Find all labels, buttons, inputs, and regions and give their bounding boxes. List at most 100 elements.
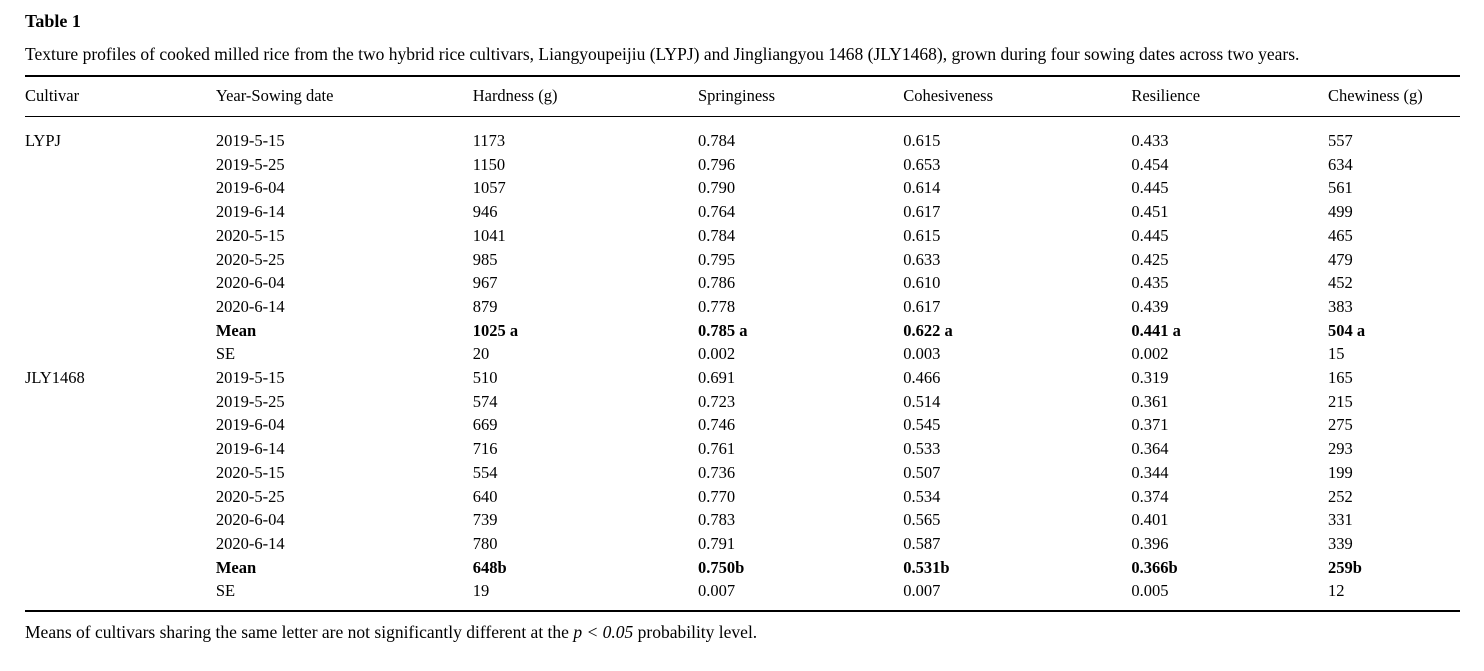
table-cell-springiness: 0.796 bbox=[697, 154, 736, 174]
table-cell-resilience: 0.445 bbox=[1131, 178, 1169, 198]
table-cell-year-sowing-date: 2020-5-25 bbox=[215, 249, 285, 269]
table-cell-cohesiveness: 0.507 bbox=[903, 462, 941, 482]
table-cell-hardness: 1150 bbox=[472, 154, 506, 174]
table-cell-hardness: 1057 bbox=[472, 178, 506, 198]
table-cell-resilience: 0.364 bbox=[1131, 439, 1169, 459]
table-title: Table 1 bbox=[25, 11, 81, 31]
table-cell-cultivar bbox=[25, 319, 216, 343]
table-cell-cultivar bbox=[25, 295, 216, 319]
table-cell-cohesiveness: 0.003 bbox=[903, 344, 941, 364]
footnote-text-before: Means of cultivars sharing the same lett… bbox=[25, 622, 574, 643]
table-cell-resilience: 0.439 bbox=[1131, 296, 1169, 316]
table-cell-chewiness: 293 bbox=[1327, 439, 1353, 459]
table-cell-year-sowing-date: 2019-6-04 bbox=[215, 178, 285, 198]
table-cell-hardness: 780 bbox=[472, 533, 498, 553]
table-cell-chewiness: 215 bbox=[1327, 391, 1353, 411]
table-cell-cultivar bbox=[25, 248, 216, 272]
table-cell-springiness: 0.691 bbox=[697, 368, 736, 388]
column-header-chewiness: Chewiness (g) bbox=[1327, 76, 1460, 117]
table-cell-resilience: 0.425 bbox=[1131, 249, 1169, 269]
table-row: 2019-5-25 574 0.723 0.514 0.361 215 bbox=[25, 390, 1460, 414]
table-cell-springiness: 0.791 bbox=[697, 533, 736, 553]
table-cell-hardness: 20 bbox=[472, 344, 490, 364]
table-cell-chewiness: 12 bbox=[1327, 581, 1345, 601]
table-cell-cultivar bbox=[25, 508, 216, 532]
table-row: JLY1468 2019-5-15 510 0.691 0.466 0.319 165 bbox=[25, 366, 1460, 390]
column-header-springiness: Springiness bbox=[697, 76, 904, 117]
table-cell-cultivar bbox=[25, 461, 216, 485]
table-cell-year-sowing-date: 2019-5-15 bbox=[215, 131, 285, 150]
table-cell-springiness: 0.783 bbox=[697, 510, 736, 530]
table-cell-hardness: 640 bbox=[472, 486, 498, 506]
table-cell-chewiness: 504 a bbox=[1327, 320, 1366, 340]
table-cell-resilience: 0.396 bbox=[1131, 533, 1169, 553]
table-cell-cultivar bbox=[25, 271, 216, 295]
table-cell-resilience: 0.441 a bbox=[1131, 320, 1181, 340]
table-cell-cohesiveness: 0.617 bbox=[903, 296, 941, 316]
table-row: SE 19 0.007 0.007 0.005 12 bbox=[25, 579, 1460, 611]
table-row: LYPJ 2019-5-15 1173 0.784 0.615 0.433 557 bbox=[25, 117, 1460, 153]
table-cell-year-sowing-date: SE bbox=[215, 344, 236, 364]
column-header-resilience: Resilience bbox=[1131, 76, 1328, 117]
table-cell-hardness: 554 bbox=[472, 462, 498, 482]
table-cell-springiness: 0.786 bbox=[697, 273, 736, 293]
table-cell-chewiness: 452 bbox=[1327, 273, 1353, 293]
table-row: 2020-5-15 1041 0.784 0.615 0.445 465 bbox=[25, 224, 1460, 248]
header-row: Cultivar Year-Sowing date Hardness (g) S… bbox=[25, 76, 1460, 117]
footnote-pvalue: p < 0.05 bbox=[573, 622, 634, 643]
table-cell-year-sowing-date: Mean bbox=[215, 557, 257, 577]
table-cell-cultivar: JLY1468 bbox=[25, 368, 85, 388]
table-cell-springiness: 0.002 bbox=[697, 344, 736, 364]
table-caption: Texture profiles of cooked milled rice f… bbox=[25, 44, 1300, 64]
table-row: 2020-6-14 879 0.778 0.617 0.439 383 bbox=[25, 295, 1460, 319]
table-cell-cohesiveness: 0.514 bbox=[903, 391, 941, 411]
table-cell-cultivar bbox=[25, 342, 216, 366]
table-row: 2020-5-25 985 0.795 0.633 0.425 479 bbox=[25, 248, 1460, 272]
table-cell-cultivar bbox=[25, 556, 216, 580]
table-cell-cultivar bbox=[25, 413, 216, 437]
table-cell-springiness: 0.007 bbox=[697, 581, 736, 601]
table-cell-springiness: 0.770 bbox=[697, 486, 736, 506]
table-cell-cohesiveness: 0.615 bbox=[903, 225, 941, 245]
table-cell-year-sowing-date: 2019-6-14 bbox=[215, 439, 285, 459]
table-cell-resilience: 0.433 bbox=[1131, 131, 1169, 150]
table-cell-hardness: 574 bbox=[472, 391, 498, 411]
table-cell-cultivar bbox=[25, 153, 216, 177]
table-row: 2019-5-25 1150 0.796 0.653 0.454 634 bbox=[25, 153, 1460, 177]
table-cell-resilience: 0.361 bbox=[1131, 391, 1169, 411]
table-cell-cohesiveness: 0.617 bbox=[903, 202, 941, 222]
table-row: 2020-6-14 780 0.791 0.587 0.396 339 bbox=[25, 532, 1460, 556]
table-cell-resilience: 0.319 bbox=[1131, 368, 1169, 388]
table-cell-year-sowing-date: 2019-6-04 bbox=[215, 415, 285, 435]
table-cell-cohesiveness: 0.653 bbox=[903, 154, 941, 174]
table-cell-year-sowing-date: 2020-6-14 bbox=[215, 533, 285, 553]
table-cell-cohesiveness: 0.587 bbox=[903, 533, 941, 553]
table-cell-cohesiveness: 0.633 bbox=[903, 249, 941, 269]
table-footnote: Means of cultivars sharing the same lett… bbox=[25, 619, 1460, 645]
table-cell-hardness: 985 bbox=[472, 249, 498, 269]
table-cell-chewiness: 259b bbox=[1327, 557, 1362, 577]
table-cell-chewiness: 339 bbox=[1327, 533, 1353, 553]
table-cell-springiness: 0.784 bbox=[697, 225, 736, 245]
table-cell-resilience: 0.005 bbox=[1131, 581, 1169, 601]
table-cell-springiness: 0.750b bbox=[697, 557, 745, 577]
table-cell-cultivar bbox=[25, 176, 216, 200]
table-cell-springiness: 0.778 bbox=[697, 296, 736, 316]
table-cell-hardness: 716 bbox=[472, 439, 498, 459]
table-cell-chewiness: 275 bbox=[1327, 415, 1353, 435]
table-cell-cohesiveness: 0.533 bbox=[903, 439, 941, 459]
table-cell-chewiness: 561 bbox=[1327, 178, 1353, 198]
table-cell-hardness: 648b bbox=[472, 557, 507, 577]
table-cell-hardness: 1041 bbox=[472, 225, 506, 245]
paper-table-figure: Table 1 Texture profiles of cooked mille… bbox=[25, 11, 1460, 645]
table-cell-year-sowing-date: 2019-5-25 bbox=[215, 154, 285, 174]
table-cell-resilience: 0.371 bbox=[1131, 415, 1169, 435]
table-cell-chewiness: 383 bbox=[1327, 296, 1353, 316]
table-cell-year-sowing-date: 2020-6-04 bbox=[215, 273, 285, 293]
table-cell-springiness: 0.795 bbox=[697, 249, 736, 269]
table-row: 2020-6-04 739 0.783 0.565 0.401 331 bbox=[25, 508, 1460, 532]
table-cell-resilience: 0.454 bbox=[1131, 154, 1169, 174]
column-header-year-sowing-date: Year-Sowing date bbox=[215, 76, 473, 117]
table-cell-hardness: 946 bbox=[472, 202, 498, 222]
table-cell-cohesiveness: 0.531b bbox=[903, 557, 950, 577]
